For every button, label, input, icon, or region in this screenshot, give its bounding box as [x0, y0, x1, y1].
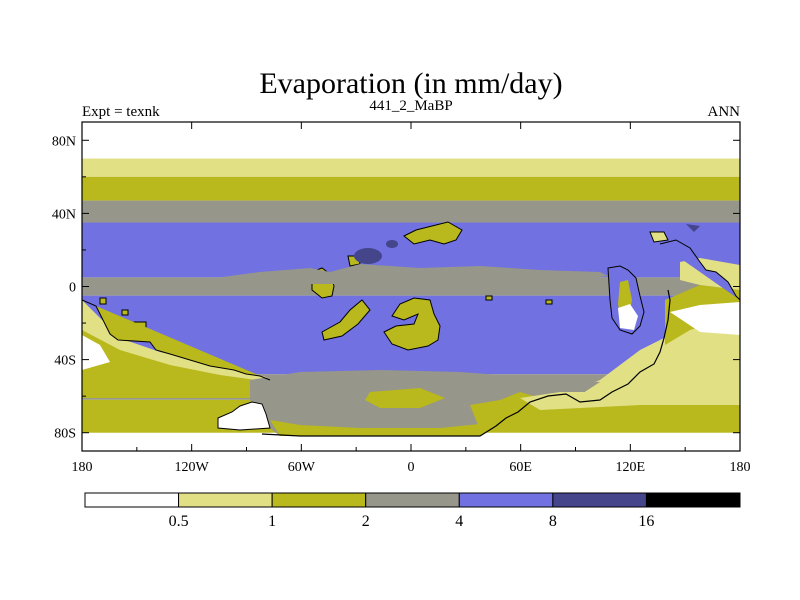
- small-island-d: [545, 299, 553, 305]
- lat-band-0: [82, 158, 740, 177]
- y-tick-label: 0: [69, 281, 76, 296]
- subtitle-center: 441_2_MaBP: [369, 98, 452, 114]
- subtitle-left: Expt = texnk: [82, 104, 160, 120]
- small-island-a: [99, 297, 107, 305]
- x-tick-label: 60E: [509, 460, 532, 475]
- east-landmass: [659, 239, 740, 301]
- x-tick-label: 120E: [616, 460, 646, 475]
- south-white-east: [670, 302, 740, 335]
- colorbar-label: 2: [362, 513, 370, 530]
- x-tick-label: 180: [72, 460, 93, 475]
- colorbar-label: 8: [549, 513, 557, 530]
- east-landmass-dark: [686, 224, 700, 232]
- x-tick-label: 0: [408, 460, 415, 475]
- x-tick-label: 60W: [288, 460, 316, 475]
- x-axis-ticks: 180 120W 60W 0 60E 120E 180: [72, 122, 751, 475]
- southern-continent-yellow: [365, 388, 445, 408]
- west-yellow-coast: [82, 299, 271, 381]
- central-landmass-white: [618, 304, 638, 330]
- southern-pale-east: [520, 392, 640, 410]
- lat-band-1: [82, 176, 740, 201]
- colorbar-label: 1: [268, 513, 276, 530]
- chart-title: Evaporation (in mm/day): [259, 67, 562, 100]
- north-grey-seam: [200, 264, 608, 286]
- x-tick-label: 180: [730, 460, 751, 475]
- lat-band-2: [82, 200, 740, 223]
- south-indian-pale-region: [540, 318, 740, 405]
- colorbar-swatch: [178, 492, 273, 508]
- colorbar-label: 0.5: [169, 513, 189, 530]
- small-island-c: [485, 295, 493, 301]
- colorbar-swatch: [365, 492, 460, 508]
- colorbar-swatch: [645, 492, 741, 508]
- south-yellow-arm-east: [383, 297, 441, 351]
- subtitle-right: ANN: [708, 104, 741, 120]
- colorbar-label: 16: [638, 513, 654, 530]
- y-tick-label: 80S: [54, 427, 76, 442]
- small-island-b: [121, 309, 129, 316]
- southern-continent-yellow-east: [470, 392, 540, 430]
- east-landmass-yellow: [649, 231, 669, 243]
- south-white-patch: [217, 401, 271, 431]
- colorbar-label: 4: [455, 513, 463, 530]
- colorbar-swatch: [271, 492, 367, 508]
- dark-hotspot-2: [386, 240, 398, 248]
- southern-yellow-inlet: [270, 420, 500, 436]
- colorbar-swatch: [458, 492, 554, 508]
- colorbar-swatch: [552, 492, 647, 508]
- y-tick-label: 80N: [52, 134, 76, 149]
- y-tick-label: 40N: [52, 207, 76, 222]
- colorbar-swatch: [84, 492, 180, 508]
- y-axis-ticks: 80N 40N 0 40S 80S: [52, 134, 740, 442]
- colorbar: 0.5 1 2 4 8 16: [84, 492, 741, 530]
- south-white-west: [82, 335, 110, 370]
- south-yellow-arm-west: [321, 299, 371, 341]
- north-yellow-landmass: [403, 221, 463, 245]
- southern-continent-outline: [261, 289, 671, 437]
- map-field: [82, 122, 740, 451]
- dark-hotspot: [354, 248, 382, 264]
- y-tick-label: 40S: [54, 354, 76, 369]
- south-yellow-region: [82, 330, 270, 398]
- x-tick-label: 120W: [175, 460, 210, 475]
